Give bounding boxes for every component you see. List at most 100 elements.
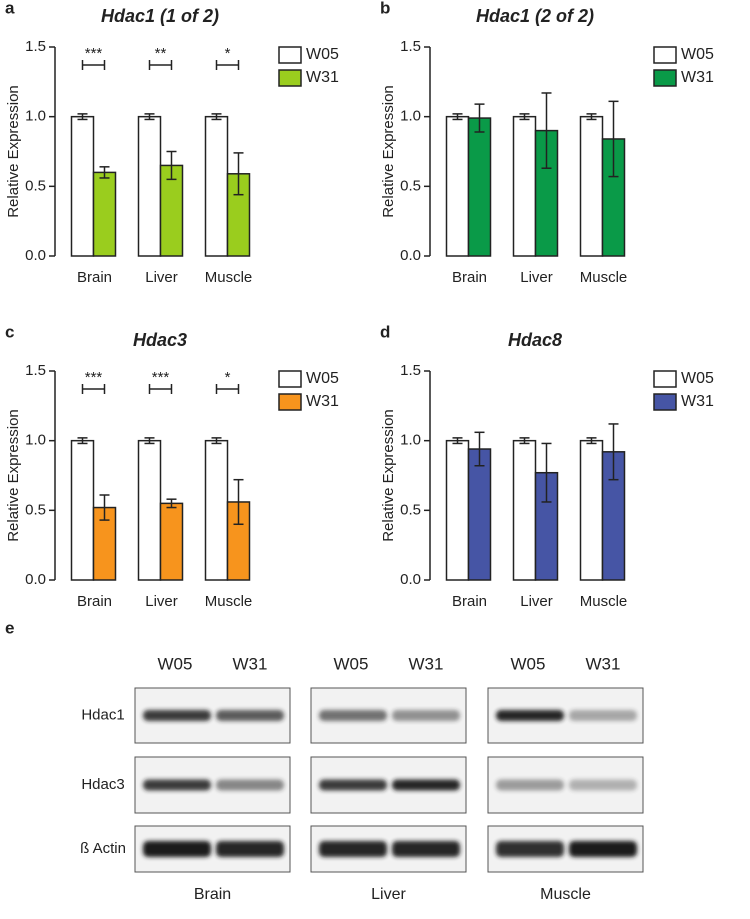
chart-title: Hdac8 xyxy=(508,330,562,350)
blot-band xyxy=(319,779,387,791)
lane-label: W05 xyxy=(158,654,193,673)
panel-letter: b xyxy=(380,0,390,17)
significance-label: ** xyxy=(155,45,167,62)
legend-swatch xyxy=(653,370,677,388)
blot-band xyxy=(496,841,564,857)
bar xyxy=(467,117,492,257)
x-tick-label: Muscle xyxy=(580,593,628,610)
legend-swatch xyxy=(653,393,677,411)
legend-swatch xyxy=(653,69,677,87)
row-label: Hdac1 xyxy=(81,706,124,723)
bar xyxy=(579,439,604,581)
blot-band xyxy=(569,710,637,721)
legend-swatch xyxy=(278,370,302,388)
blot-band xyxy=(143,841,211,857)
error-bar xyxy=(144,437,155,445)
blot-band xyxy=(569,779,637,791)
legend-swatch xyxy=(278,69,302,87)
chart-title: Hdac3 xyxy=(133,330,187,350)
significance-label: * xyxy=(225,369,231,386)
legend-label: W31 xyxy=(681,393,714,410)
x-tick-label: Brain xyxy=(77,269,112,286)
blot-band xyxy=(496,710,564,721)
y-axis-label: Relative Expression xyxy=(380,409,397,542)
legend-swatch xyxy=(653,46,677,64)
y-tick-label: 0.5 xyxy=(400,177,421,194)
x-tick-label: Brain xyxy=(452,593,487,610)
y-tick-label: 1.5 xyxy=(400,38,421,55)
legend-label: W05 xyxy=(306,370,339,387)
lane-label: W31 xyxy=(233,654,268,673)
bar xyxy=(445,115,470,257)
legend-label: W05 xyxy=(681,370,714,387)
y-tick-label: 0.0 xyxy=(25,571,46,588)
x-tick-label: Liver xyxy=(145,593,178,610)
error-bar xyxy=(452,437,463,445)
blot-band xyxy=(216,710,284,721)
error-bar xyxy=(541,442,552,503)
legend-swatch xyxy=(278,393,302,411)
blot-band xyxy=(216,779,284,791)
significance-label: *** xyxy=(85,45,103,62)
blot-band xyxy=(216,841,284,857)
bar xyxy=(445,439,470,581)
significance-label: * xyxy=(225,45,231,62)
legend-label: W31 xyxy=(306,69,339,86)
error-bar xyxy=(211,113,222,121)
error-bar xyxy=(144,113,155,121)
blot-band xyxy=(392,710,460,721)
significance-label: *** xyxy=(85,369,103,386)
panel-letter: c xyxy=(5,322,14,341)
lane-label: W05 xyxy=(334,654,369,673)
error-bar xyxy=(99,494,110,521)
y-tick-label: 0.5 xyxy=(400,501,421,518)
y-tick-label: 1.0 xyxy=(25,432,46,449)
error-bar xyxy=(586,437,597,445)
y-axis-label: Relative Expression xyxy=(380,85,397,218)
row-label: ß Actin xyxy=(80,840,126,857)
error-bar xyxy=(474,431,485,467)
lane-label: W31 xyxy=(586,654,621,673)
bar xyxy=(512,115,537,257)
y-tick-label: 0.0 xyxy=(400,571,421,588)
lane-label: W31 xyxy=(409,654,444,673)
y-tick-label: 1.0 xyxy=(400,432,421,449)
error-bar xyxy=(519,113,530,121)
error-bar xyxy=(586,113,597,121)
blot-band xyxy=(319,710,387,721)
error-bar xyxy=(541,92,552,169)
y-tick-label: 0.5 xyxy=(25,501,46,518)
error-bar xyxy=(519,437,530,445)
error-bar xyxy=(211,437,222,445)
bar xyxy=(92,171,117,257)
error-bar xyxy=(166,150,177,181)
error-bar xyxy=(166,498,177,509)
x-tick-label: Muscle xyxy=(205,269,253,286)
error-bar xyxy=(233,152,244,196)
group-label: Muscle xyxy=(540,886,591,903)
y-tick-label: 0.0 xyxy=(25,247,46,264)
group-label: Liver xyxy=(371,886,406,903)
blot-band xyxy=(569,841,637,857)
y-tick-label: 1.5 xyxy=(400,362,421,379)
panel-letter: a xyxy=(5,0,15,17)
blot-band xyxy=(143,779,211,791)
error-bar xyxy=(77,113,88,121)
legend-label: W05 xyxy=(306,46,339,63)
bar xyxy=(579,115,604,257)
blot-band xyxy=(392,779,460,791)
bar xyxy=(512,439,537,581)
bar xyxy=(204,439,229,581)
row-label: Hdac3 xyxy=(81,776,124,793)
panel-letter: e xyxy=(5,618,14,637)
x-tick-label: Muscle xyxy=(205,593,253,610)
error-bar xyxy=(452,113,463,121)
x-tick-label: Brain xyxy=(452,269,487,286)
bar xyxy=(70,439,95,581)
x-tick-label: Muscle xyxy=(580,269,628,286)
blot-band xyxy=(319,841,387,857)
y-tick-label: 1.5 xyxy=(25,38,46,55)
legend-label: W05 xyxy=(681,46,714,63)
